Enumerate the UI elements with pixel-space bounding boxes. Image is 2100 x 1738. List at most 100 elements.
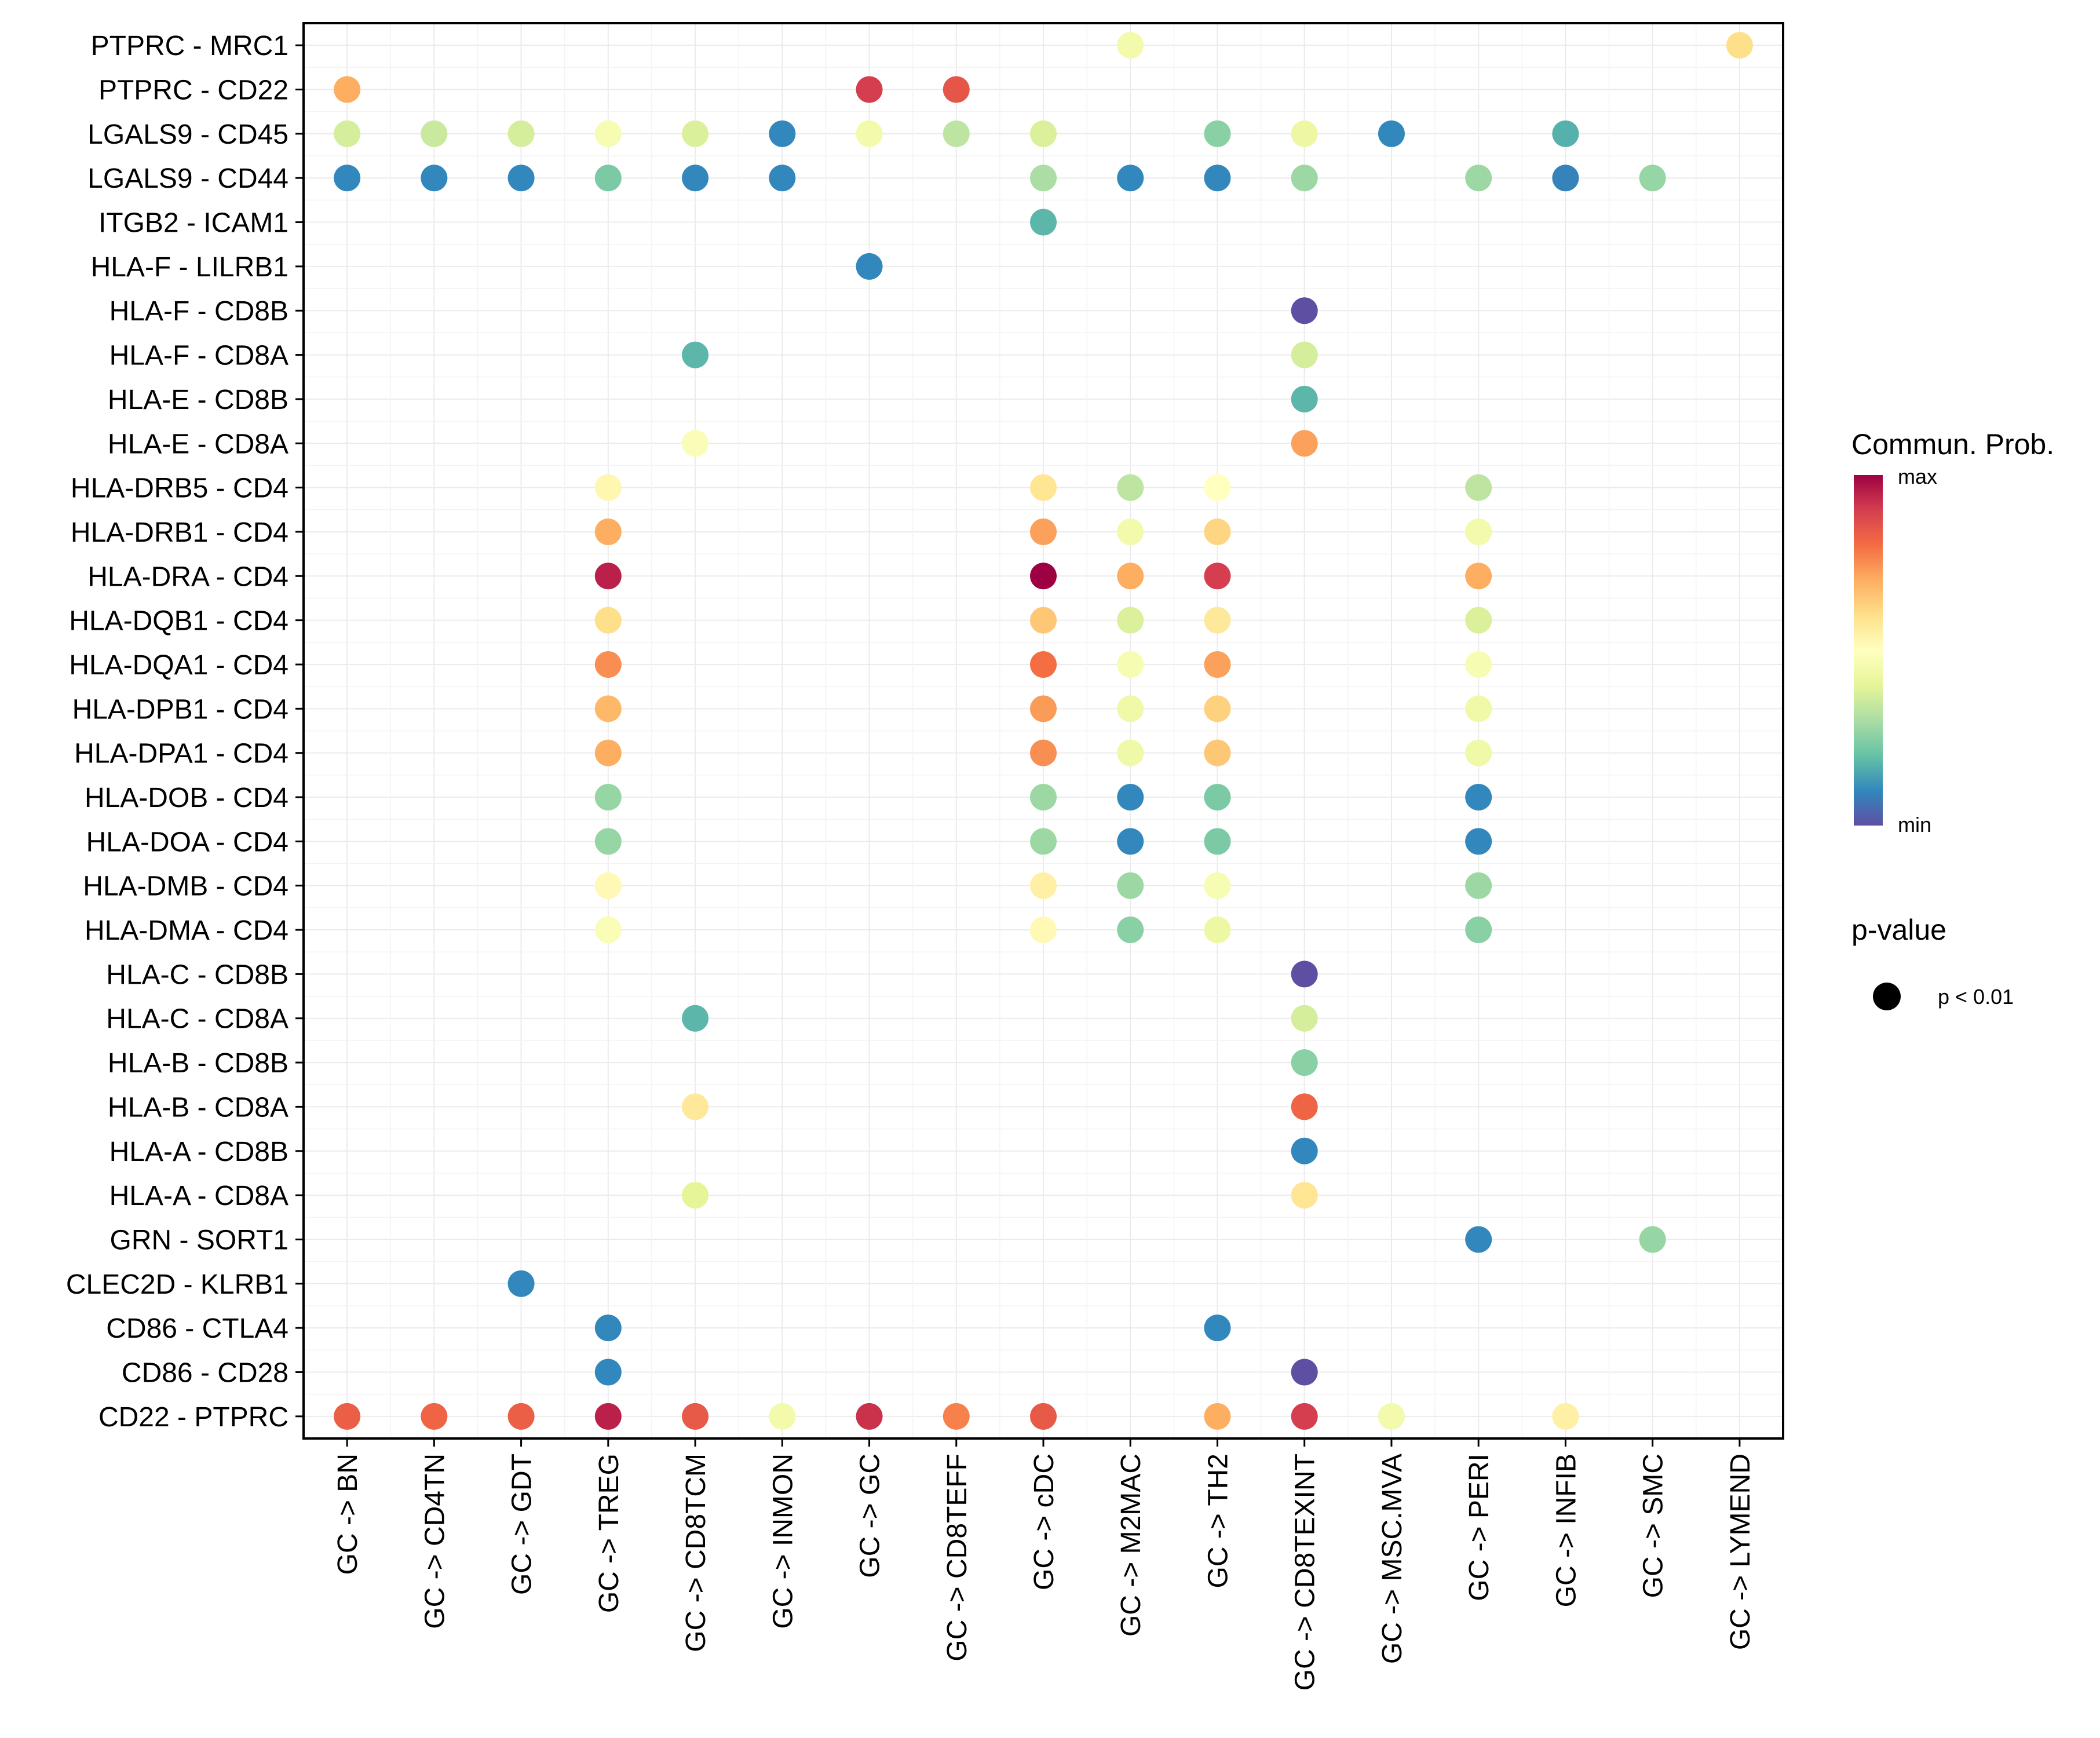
- data-point: [1204, 828, 1231, 855]
- data-point: [594, 651, 622, 678]
- data-point: [1465, 872, 1492, 899]
- data-point: [507, 1403, 535, 1430]
- data-point: [1291, 297, 1318, 324]
- data-point: [1552, 1403, 1579, 1430]
- y-tick-label: HLA-F - LILRB1: [91, 252, 288, 283]
- data-point: [1291, 430, 1318, 457]
- data-point: [421, 120, 448, 147]
- data-point: [1291, 1093, 1318, 1120]
- colorbar-min-label: min: [1898, 813, 1931, 837]
- data-point: [943, 120, 970, 147]
- data-point: [1291, 1403, 1318, 1430]
- data-point: [1030, 607, 1057, 634]
- data-point: [1465, 695, 1492, 722]
- y-tick-label: LGALS9 - CD44: [87, 163, 288, 194]
- data-point: [594, 695, 622, 722]
- y-tick-label: HLA-DOA - CD4: [86, 827, 288, 857]
- data-point: [1030, 1403, 1057, 1430]
- data-points: [334, 32, 1753, 1430]
- data-point: [1291, 961, 1318, 988]
- x-tick-label: GC -> MSC.MVA: [1377, 1454, 1408, 1664]
- data-point: [421, 1403, 448, 1430]
- data-point: [1465, 563, 1492, 590]
- data-point: [1639, 1226, 1666, 1253]
- x-tick-label: GC -> CD8TEFF: [942, 1454, 973, 1662]
- data-point: [1204, 651, 1231, 678]
- data-point: [1204, 120, 1231, 147]
- y-tick-label: HLA-DPA1 - CD4: [74, 739, 288, 769]
- legend-size-label: p < 0.01: [1938, 985, 2014, 1009]
- data-point: [1117, 651, 1144, 678]
- data-point: [1030, 739, 1057, 766]
- data-point: [594, 784, 622, 811]
- data-point: [1378, 120, 1405, 147]
- x-tick-label: GC -> PERI: [1464, 1454, 1495, 1601]
- data-point: [1204, 1315, 1231, 1342]
- data-point: [769, 120, 796, 147]
- data-point: [1030, 828, 1057, 855]
- y-tick-label: CD22 - PTPRC: [98, 1402, 288, 1433]
- data-point: [682, 341, 709, 368]
- data-point: [1204, 1403, 1231, 1430]
- data-point: [1465, 165, 1492, 192]
- x-tick-label: GC -> cDC: [1029, 1454, 1060, 1590]
- data-point: [1204, 518, 1231, 545]
- x-axis: GC -> BN GC -> CD4TN GC -> GDT GC -> TREG GC…: [333, 1438, 1756, 1690]
- y-tick-label: CD86 - CTLA4: [106, 1313, 288, 1344]
- data-point: [1204, 739, 1231, 766]
- data-point: [1204, 474, 1231, 501]
- data-point: [1465, 651, 1492, 678]
- data-point: [1117, 784, 1144, 811]
- data-point: [1291, 120, 1318, 147]
- data-point: [1639, 165, 1666, 192]
- y-tick-label: HLA-E - CD8A: [108, 429, 288, 459]
- data-point: [334, 76, 361, 103]
- data-point: [507, 120, 535, 147]
- data-point: [856, 76, 883, 103]
- data-point: [682, 1093, 709, 1120]
- data-point: [1204, 695, 1231, 722]
- data-point: [334, 165, 361, 192]
- data-point: [943, 1403, 970, 1430]
- data-point: [1030, 917, 1057, 944]
- data-point: [1204, 563, 1231, 590]
- y-tick-label: LGALS9 - CD45: [87, 119, 288, 150]
- data-point: [1291, 1182, 1318, 1209]
- data-point: [507, 165, 535, 192]
- x-tick-label: GC -> GC: [855, 1454, 886, 1578]
- data-point: [1465, 474, 1492, 501]
- y-tick-label: PTPRC - CD22: [98, 75, 288, 106]
- data-point: [1291, 385, 1318, 412]
- y-tick-label: HLA-DRB5 - CD4: [71, 473, 288, 504]
- y-tick-label: CLEC2D - KLRB1: [66, 1269, 288, 1300]
- colorbar: [1854, 475, 1883, 826]
- data-point: [1291, 341, 1318, 368]
- x-tick-label: GC -> BN: [333, 1454, 363, 1575]
- data-point: [1465, 917, 1492, 944]
- data-point: [334, 1403, 361, 1430]
- data-point: [682, 120, 709, 147]
- data-point: [1291, 1359, 1318, 1386]
- data-point: [856, 120, 883, 147]
- data-point: [1465, 607, 1492, 634]
- y-tick-label: HLA-B - CD8A: [108, 1092, 288, 1123]
- data-point: [594, 607, 622, 634]
- data-point: [943, 76, 970, 103]
- data-point: [1117, 32, 1144, 59]
- data-point: [594, 474, 622, 501]
- data-point: [1291, 1049, 1318, 1076]
- x-tick-label: GC -> SMC: [1638, 1454, 1669, 1598]
- data-point: [594, 165, 622, 192]
- data-point: [1030, 209, 1057, 236]
- data-point: [1030, 872, 1057, 899]
- data-point: [421, 165, 448, 192]
- data-point: [1030, 518, 1057, 545]
- colorbar-max-label: max: [1898, 465, 1937, 488]
- data-point: [1117, 872, 1144, 899]
- data-point: [1117, 828, 1144, 855]
- data-point: [682, 1005, 709, 1032]
- y-tick-label: HLA-DRA - CD4: [87, 561, 288, 592]
- data-point: [1030, 695, 1057, 722]
- data-point: [1030, 120, 1057, 147]
